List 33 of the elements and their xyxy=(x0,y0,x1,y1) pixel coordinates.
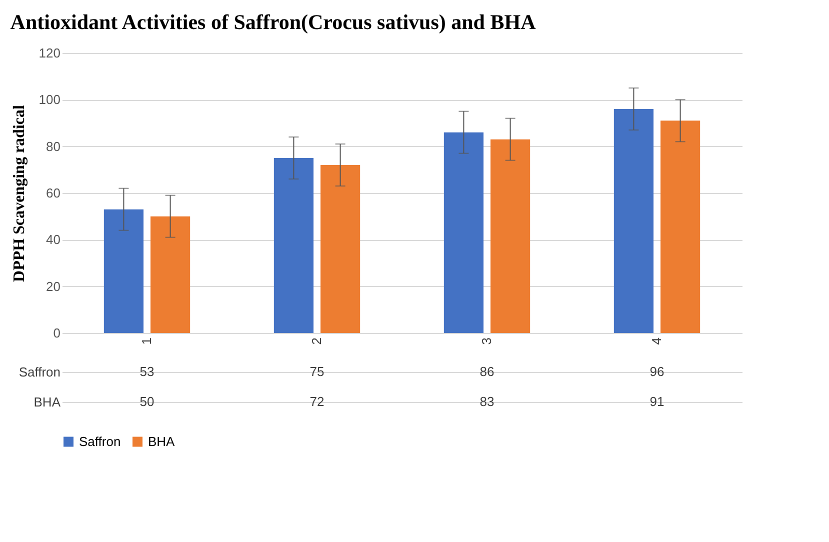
data-label: 96 xyxy=(650,364,664,379)
legend-label: BHA xyxy=(148,434,176,449)
y-tick-label: 0 xyxy=(53,326,60,340)
bar xyxy=(274,158,314,333)
y-axis-title: DPPH Scavenging radical xyxy=(10,104,28,282)
data-label: 50 xyxy=(140,394,154,409)
x-tick-label: 1 xyxy=(139,338,154,345)
x-tick-label: 2 xyxy=(309,338,324,345)
data-label: 91 xyxy=(650,394,664,409)
data-label: 53 xyxy=(140,364,154,379)
data-label: 86 xyxy=(480,364,494,379)
bar xyxy=(104,209,144,333)
text: BHA xyxy=(34,394,60,410)
chart-title: Antioxidant Activities of Saffron(Crocus sativus) and BHA xyxy=(10,10,537,34)
text: Saffron xyxy=(18,364,60,380)
legend-label: Saffron xyxy=(79,434,121,449)
y-tick-label: 80 xyxy=(46,138,60,154)
bar xyxy=(490,139,530,333)
bar xyxy=(320,165,360,333)
y-tick-label: 40 xyxy=(46,232,60,248)
data-label: 83 xyxy=(480,394,494,409)
bar xyxy=(150,216,190,333)
x-tick-label: 3 xyxy=(479,338,494,345)
x-tick-label: 4 xyxy=(649,338,664,345)
bar xyxy=(660,120,700,333)
data-label: 72 xyxy=(310,394,324,409)
bar xyxy=(614,109,654,333)
y-tick-label: 20 xyxy=(46,278,60,294)
data-label: 75 xyxy=(310,364,324,379)
y-tick-label: 60 xyxy=(46,186,60,200)
y-tick-label: 120 xyxy=(38,46,60,60)
y-tick-label: 100 xyxy=(38,92,60,108)
bar xyxy=(444,132,484,333)
